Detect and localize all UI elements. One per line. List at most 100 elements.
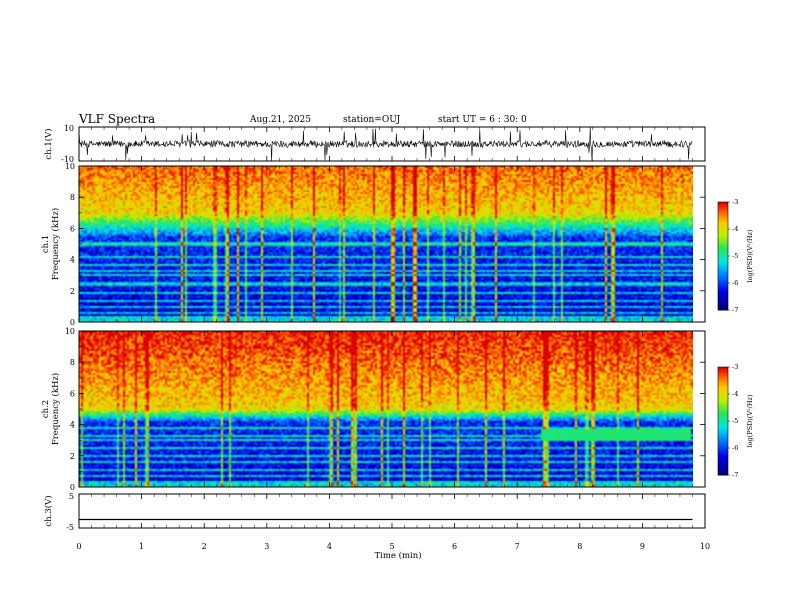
time-axis-tick-labels: 0 1 2 3 4 5 6 7 8 9 10 bbox=[76, 542, 710, 551]
ch2-colorbar-segment bbox=[718, 410, 728, 413]
ch1-colorbar-segment bbox=[718, 299, 728, 302]
ch2-colorbar-segment bbox=[718, 473, 728, 476]
ch1-colorbar-segment bbox=[718, 248, 728, 252]
ch2-colorbar-segment bbox=[718, 376, 728, 379]
ch2-colorbar-tick-label: -4 bbox=[732, 390, 738, 398]
ch2-colorbar-segment bbox=[718, 458, 728, 462]
ch1-colorbar-segment bbox=[718, 302, 728, 306]
ch1-colorbar-segment bbox=[718, 239, 728, 243]
xtick-label: 1 bbox=[139, 542, 144, 551]
xtick-label: 2 bbox=[202, 542, 207, 551]
ch1-spectrogram-ytick-label: 8 bbox=[70, 193, 75, 202]
ch2-colorbar-segment bbox=[718, 367, 728, 370]
ch2-colorbar-segment bbox=[718, 469, 728, 472]
ch1-colorbar-segment bbox=[718, 220, 728, 223]
ch2-colorbar-segment bbox=[718, 412, 728, 415]
ch1-colorbar-segment bbox=[718, 306, 728, 309]
ch2-colorbar-segment bbox=[718, 390, 728, 393]
ch1-colorbar-tick-label: -5 bbox=[732, 252, 738, 260]
ch3-waveform-ylabel: ch.3(V) bbox=[43, 495, 54, 526]
ch1-colorbar-segment bbox=[718, 301, 728, 304]
time-axis-ticks bbox=[78, 127, 706, 528]
xtick-label: 8 bbox=[577, 542, 582, 551]
ch2-colorbar-tick-label: -3 bbox=[732, 363, 738, 371]
ch1-colorbar-segment bbox=[718, 236, 728, 239]
ch2-colorbar-segment bbox=[718, 426, 728, 429]
figure-title: VLF Spectra bbox=[78, 112, 155, 126]
ch1-colorbar-segment bbox=[718, 230, 728, 234]
ch1-colorbar-segment bbox=[718, 252, 728, 255]
xtick-label: 5 bbox=[389, 542, 394, 551]
ch1-colorbar-segment bbox=[718, 247, 728, 250]
ch1-colorbar-segment bbox=[718, 281, 728, 284]
ch1-colorbar-segment bbox=[718, 259, 728, 262]
ch2-colorbar-segment bbox=[718, 401, 728, 404]
ch2-colorbar-segment bbox=[718, 397, 728, 400]
ch1-colorbar-segment bbox=[718, 279, 728, 282]
ch1-colorbar-segment bbox=[718, 272, 728, 275]
ch1-waveform-ylabel: ch.1(V) bbox=[43, 128, 54, 159]
ch2-colorbar-segment bbox=[718, 370, 728, 373]
ch2-colorbar-segment bbox=[718, 460, 728, 463]
ch2-spectrogram-yticks: 0 2 4 6 8 10 bbox=[65, 327, 705, 492]
ch1-colorbar-segment bbox=[718, 218, 728, 221]
ch1-colorbar-segment bbox=[718, 290, 728, 293]
ch1-spectrogram-ylabel-frequency: Frequency (kHz) bbox=[50, 208, 61, 280]
ch1-spectrogram-ytick-label: 10 bbox=[65, 162, 75, 171]
ch1-colorbar-segment bbox=[718, 203, 728, 207]
ch2-colorbar-segment bbox=[718, 421, 728, 424]
ch1-colorbar-segment bbox=[718, 263, 728, 266]
ch3-waveform-frame bbox=[78, 493, 706, 529]
ch2-colorbar: -3 -4 -5 -6 -7 log(PSD)(V²/Hz) bbox=[717, 363, 754, 479]
date-label: Aug.21, 2025 bbox=[249, 115, 311, 125]
ch2-colorbar-segment bbox=[718, 381, 728, 384]
ch2-colorbar-tick-label: -6 bbox=[732, 444, 738, 452]
ch1-colorbar-segment bbox=[718, 297, 728, 300]
ch1-colorbar-tick-label: -7 bbox=[732, 306, 738, 314]
ch2-spectrogram-ylabel-frequency: Frequency (kHz) bbox=[50, 373, 61, 445]
ch2-colorbar-segment bbox=[718, 408, 728, 411]
ch1-waveform-line bbox=[78, 127, 693, 161]
ch2-colorbar-segment bbox=[718, 451, 728, 454]
ch3-ytick-bottom: -5 bbox=[66, 523, 74, 532]
ch1-colorbar-segment bbox=[718, 270, 728, 273]
ch1-colorbar-segment bbox=[718, 295, 728, 298]
ch1-colorbar-segment bbox=[718, 283, 728, 286]
ch1-spectrogram-ytick-label: 0 bbox=[70, 318, 75, 327]
ch3-ytick-top: 5 bbox=[69, 492, 74, 501]
ch1-colorbar-segment bbox=[718, 304, 728, 307]
xtick-label: 3 bbox=[264, 542, 269, 551]
ch2-colorbar-segment bbox=[718, 471, 728, 474]
ch1-spectrogram-ylabel-channel: ch.1 bbox=[41, 235, 51, 253]
ch1-colorbar-segment bbox=[718, 274, 728, 277]
ch2-colorbar-segment bbox=[718, 453, 728, 456]
ch2-colorbar-segment bbox=[718, 394, 728, 397]
ch2-colorbar-segment bbox=[718, 403, 728, 406]
ch1-colorbar-tick-label: -6 bbox=[732, 279, 738, 287]
ch2-colorbar-segment bbox=[718, 413, 728, 417]
ch2-colorbar-segment bbox=[718, 449, 728, 453]
ch2-colorbar-segment bbox=[718, 383, 728, 386]
xtick-label: 6 bbox=[452, 542, 457, 551]
station-label: station=OUJ bbox=[343, 115, 401, 125]
ch1-colorbar-segment bbox=[718, 284, 728, 288]
ch2-colorbar-segment bbox=[718, 372, 728, 375]
ch2-colorbar-segment bbox=[718, 435, 728, 438]
ch2-colorbar-segment bbox=[718, 457, 728, 460]
ch2-colorbar-segment bbox=[718, 440, 728, 444]
ch1-colorbar-segment bbox=[718, 221, 728, 225]
ch2-colorbar-segment bbox=[718, 385, 728, 388]
ch1-ytick-bottom: -10 bbox=[61, 155, 74, 164]
ch2-colorbar-segment bbox=[718, 419, 728, 422]
ch1-colorbar-segment bbox=[718, 234, 728, 237]
ch2-colorbar-segment bbox=[718, 439, 728, 442]
ch1-spectrogram-image bbox=[79, 166, 693, 322]
ch2-colorbar-segment bbox=[718, 464, 728, 467]
ch2-colorbar-segment bbox=[718, 466, 728, 469]
ch1-ytick-top: 10 bbox=[64, 124, 74, 133]
ch1-colorbar-segment bbox=[718, 261, 728, 264]
ch2-colorbar-segment bbox=[718, 404, 728, 408]
ch2-colorbar-tick-label: -7 bbox=[732, 471, 738, 479]
ch1-colorbar-segment bbox=[718, 241, 728, 244]
ch2-colorbar-segment bbox=[718, 386, 728, 390]
